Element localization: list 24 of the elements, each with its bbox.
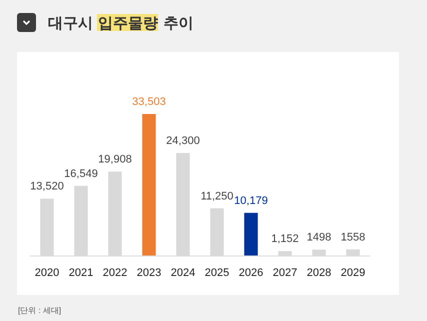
x-tick-label: 2028 <box>306 267 332 279</box>
x-tick-label: 2024 <box>170 267 196 279</box>
data-label: 13,520 <box>30 180 64 193</box>
x-tick-label: 2021 <box>68 267 94 279</box>
x-tick-label: 2020 <box>34 267 60 279</box>
text: [단위 : 세대] <box>18 306 62 315</box>
data-label: 19,908 <box>98 154 132 166</box>
data-label: 33,503 <box>132 96 166 108</box>
x-tick-label: 2022 <box>102 267 128 279</box>
chart-title: 대구시 입주물량 추이 <box>48 14 194 32</box>
data-label: 1,152 <box>271 233 299 246</box>
data-label: 1498 <box>306 232 332 244</box>
x-tick-label: 2029 <box>340 267 366 279</box>
x-tick-label: 2023 <box>136 267 162 279</box>
bar <box>244 212 258 256</box>
x-tick-label: 2027 <box>272 267 298 279</box>
bar <box>142 114 156 256</box>
data-label: 10,179 <box>234 194 268 207</box>
x-tick-label: 2026 <box>238 267 264 279</box>
data-label: 1558 <box>340 231 366 244</box>
data-label: 11,250 <box>200 190 234 202</box>
data-label: 24,300 <box>166 135 200 148</box>
x-tick-label: 2025 <box>204 267 230 279</box>
data-label: 16,549 <box>64 168 98 180</box>
